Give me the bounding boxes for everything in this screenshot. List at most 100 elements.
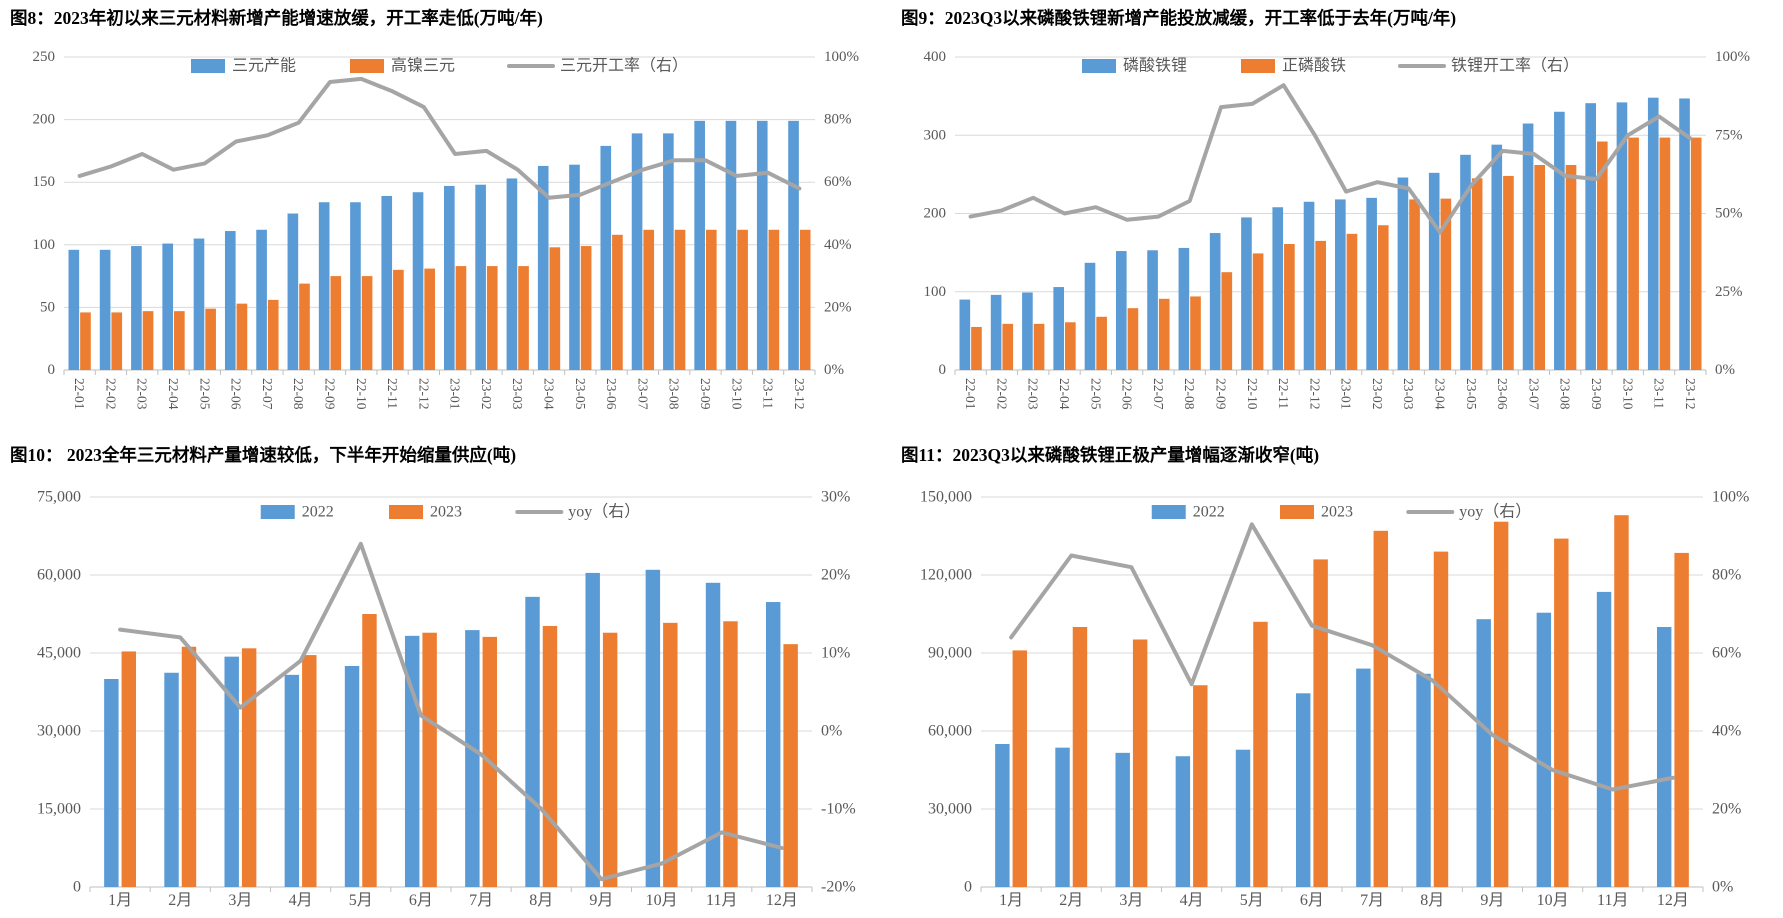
x-tick-label: 23-02 xyxy=(479,378,494,410)
x-tick-label: 23-05 xyxy=(1464,378,1479,410)
legend-item-2022: 2022 xyxy=(1151,504,1225,521)
bar xyxy=(1158,298,1170,370)
x-tick-label: 22-03 xyxy=(1026,378,1041,410)
x-tick-label: 23-06 xyxy=(604,378,619,410)
bar xyxy=(756,120,768,371)
panel-fig8: 图8：2023年初以来三元材料新增产能增速放缓，开工率走低(万吨/年) 0 50 1… xyxy=(0,0,891,437)
bar xyxy=(1178,247,1190,370)
legend-label: yoy（右） xyxy=(568,503,640,521)
bar xyxy=(1397,177,1409,370)
legend-label: 三元产能 xyxy=(232,57,296,75)
x-tick-label: 22-02 xyxy=(994,378,1009,410)
bar xyxy=(1628,137,1639,370)
x-tick-label: 23-02 xyxy=(1370,378,1385,410)
right-axis-tick-label: 50% xyxy=(1715,206,1743,222)
left-axis-tick-label: 30,000 xyxy=(37,723,81,740)
legend-label: 三元开工率（右） xyxy=(560,57,688,75)
trend-line-yoy（右） xyxy=(1009,522,1675,792)
right-axis-tick-label: 100% xyxy=(1712,489,1749,506)
bar xyxy=(1433,551,1449,887)
bar xyxy=(1335,199,1346,370)
trend-line-yoy（右） xyxy=(118,541,784,882)
bar xyxy=(580,246,592,370)
bar xyxy=(959,299,971,370)
x-tick-label: 23-05 xyxy=(573,378,588,410)
bar xyxy=(284,674,300,887)
bar xyxy=(1491,144,1503,370)
left-axis-tick-label: 100 xyxy=(924,284,947,300)
left-axis-tick-label: 120,000 xyxy=(920,567,972,584)
bar xyxy=(362,614,377,887)
legend-swatch xyxy=(260,505,295,519)
bar xyxy=(799,229,811,370)
bar xyxy=(422,632,437,887)
legend-item-yoy（右）: yoy（右） xyxy=(1406,503,1531,521)
bar xyxy=(1585,103,1596,370)
bar xyxy=(162,243,174,370)
bar-series-高镍三元 xyxy=(80,229,811,370)
legend-item-正磷酸铁: 正磷酸铁 xyxy=(1241,57,1346,75)
x-tick-label: 7月 xyxy=(469,892,493,909)
bar xyxy=(455,266,467,370)
trend-line-铁锂开工率（右） xyxy=(968,83,1693,235)
bar xyxy=(1503,175,1514,370)
fig8-combo-chart: 0 50 100 150 200 250 0% 20% 40% 60% 80% 100% 22-01 22… xyxy=(33,49,860,410)
legend-label: 正磷酸铁 xyxy=(1282,57,1346,75)
bar xyxy=(1253,621,1268,887)
bar xyxy=(1175,756,1191,887)
bar xyxy=(381,195,393,370)
bar xyxy=(224,231,236,370)
bar xyxy=(525,596,540,887)
legend-label: 铁锂开工率（右） xyxy=(1451,57,1579,75)
legend-item-高镍三元: 高镍三元 xyxy=(350,57,455,75)
left-axis-tick-label: 0 xyxy=(939,362,947,378)
x-tick-label: 22-04 xyxy=(1057,378,1072,410)
x-tick-label: 23-10 xyxy=(729,378,744,410)
bar xyxy=(1522,123,1534,370)
x-tick-label: 22-07 xyxy=(260,378,275,410)
right-axis-tick-label: 20% xyxy=(1712,801,1741,818)
x-tick-label: 22-04 xyxy=(166,378,181,410)
x-tick-label: 5月 xyxy=(1240,892,1264,909)
bar xyxy=(1313,559,1328,887)
bar xyxy=(224,656,239,887)
bar xyxy=(1096,316,1107,370)
x-tick-label: 23-03 xyxy=(1401,378,1416,410)
bar xyxy=(1377,225,1389,370)
bar xyxy=(104,679,119,887)
bar xyxy=(1295,693,1311,887)
bar xyxy=(663,133,674,370)
right-axis-tick-label: 10% xyxy=(821,645,850,662)
bar xyxy=(600,145,612,370)
x-tick-label: 23-03 xyxy=(510,378,525,410)
bar xyxy=(1596,141,1608,370)
legend-swatch xyxy=(389,505,424,519)
x-tick-label: 23-07 xyxy=(635,378,650,410)
left-axis-tick-label: 60,000 xyxy=(928,723,972,740)
right-axis-tick-label: 80% xyxy=(1712,567,1741,584)
bar xyxy=(1284,244,1295,370)
left-axis-tick-label: 75,000 xyxy=(37,489,81,506)
bar xyxy=(549,247,561,370)
right-axis-tick-label: 20% xyxy=(821,567,850,584)
bar xyxy=(788,120,799,371)
bar xyxy=(142,311,154,370)
x-tick-label: 22-01 xyxy=(963,378,978,410)
x-tick-label: 22-05 xyxy=(197,378,212,410)
bar xyxy=(1616,102,1628,370)
x-tick-label: 23-08 xyxy=(667,378,682,410)
bar xyxy=(299,283,310,370)
right-axis-tick-label: 40% xyxy=(1712,723,1741,740)
legend-item-2023: 2023 xyxy=(389,504,462,521)
left-axis-tick-label: 300 xyxy=(924,127,947,143)
x-tick-label: 23-08 xyxy=(1558,378,1573,410)
bar xyxy=(1053,287,1065,370)
bar-series-磷酸铁锂 xyxy=(959,97,1690,371)
x-tick-label: 22-08 xyxy=(1182,378,1197,410)
right-axis-tick-label: 30% xyxy=(821,489,850,506)
x-tick-label: 22-02 xyxy=(103,378,118,410)
x-tick-label: 22-09 xyxy=(1213,378,1228,410)
left-axis-tick-label: 60,000 xyxy=(37,567,81,584)
bar xyxy=(1373,530,1389,887)
bar xyxy=(585,572,600,887)
